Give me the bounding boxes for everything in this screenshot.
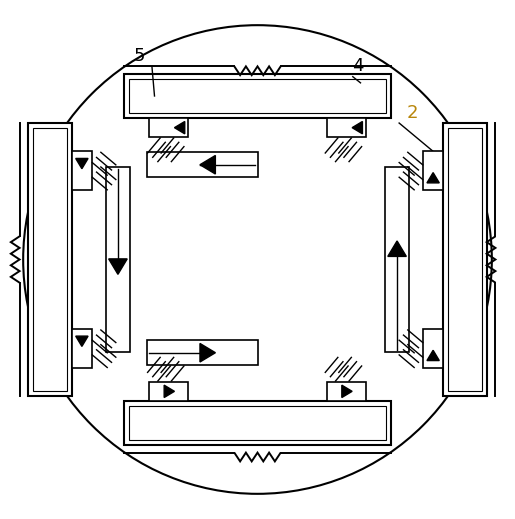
Bar [106, 167, 130, 352]
Bar [149, 118, 188, 138]
Polygon shape [388, 241, 406, 256]
Bar [124, 401, 391, 445]
Bar [448, 128, 482, 391]
Bar [443, 123, 487, 396]
Bar [149, 381, 188, 401]
Bar [129, 79, 386, 113]
Bar [129, 406, 386, 440]
Bar [124, 74, 391, 118]
Bar [147, 153, 258, 177]
Polygon shape [76, 336, 88, 346]
Bar [72, 152, 92, 190]
Text: 2: 2 [406, 104, 418, 122]
Polygon shape [109, 259, 127, 275]
Polygon shape [164, 385, 175, 398]
Polygon shape [352, 121, 363, 134]
Bar [327, 118, 366, 138]
Bar [327, 381, 366, 401]
Polygon shape [200, 156, 215, 174]
Bar [423, 152, 443, 190]
Polygon shape [200, 344, 215, 362]
Polygon shape [76, 158, 88, 169]
Polygon shape [175, 121, 185, 134]
Polygon shape [342, 385, 352, 398]
Bar [33, 128, 67, 391]
Polygon shape [427, 173, 439, 183]
Text: 4: 4 [352, 58, 364, 75]
Polygon shape [427, 350, 439, 361]
Bar [28, 123, 72, 396]
Bar [72, 329, 92, 367]
Bar [385, 167, 409, 352]
Bar [423, 329, 443, 367]
Bar [147, 340, 258, 365]
Text: 5: 5 [133, 47, 145, 65]
